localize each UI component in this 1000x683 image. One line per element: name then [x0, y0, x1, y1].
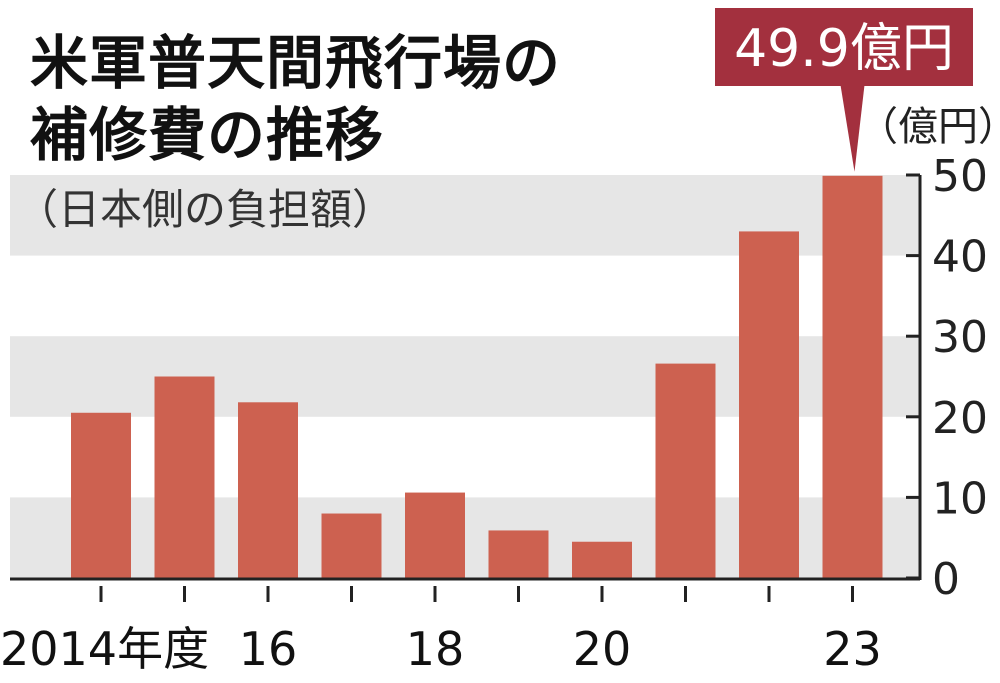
- bar-2023: [822, 175, 883, 578]
- bar-2015: [154, 376, 215, 578]
- bar-2017: [321, 513, 382, 578]
- y-tick-label-30: 30: [932, 312, 988, 363]
- x-tick-label-2016: 16: [239, 622, 298, 676]
- y-axis-unit-label: （億円）: [858, 104, 1000, 150]
- y-tick-label-50: 50: [932, 151, 988, 202]
- callout-pointer: [840, 85, 865, 172]
- bar-2022: [739, 231, 799, 579]
- y-tick-label-10: 10: [932, 473, 988, 524]
- x-tick-label-2023: 23: [823, 622, 882, 676]
- bar-2019: [488, 530, 549, 578]
- chart-title-line-2: 補修費の推移: [30, 101, 385, 169]
- x-tick-label-2018: 18: [406, 622, 465, 676]
- callout-box: [715, 8, 973, 86]
- x-tick-label-2020: 20: [573, 622, 632, 676]
- bar-2018: [405, 492, 465, 578]
- x-tick-label-2014: 2014年度: [0, 622, 209, 676]
- chart-subtitle: （日本側の負担額）: [16, 185, 395, 234]
- bar-2014: [71, 412, 131, 578]
- y-tick-label-0: 0: [932, 554, 960, 605]
- chart-title-line-1: 米軍普天間飛行場の: [30, 29, 562, 97]
- bar-2016: [238, 402, 298, 578]
- y-tick-label-40: 40: [932, 232, 988, 283]
- y-tick-label-20: 20: [932, 393, 988, 444]
- bar-2021: [655, 363, 716, 578]
- callout-label: 49.9億円: [734, 19, 954, 79]
- bar-2020: [572, 541, 632, 578]
